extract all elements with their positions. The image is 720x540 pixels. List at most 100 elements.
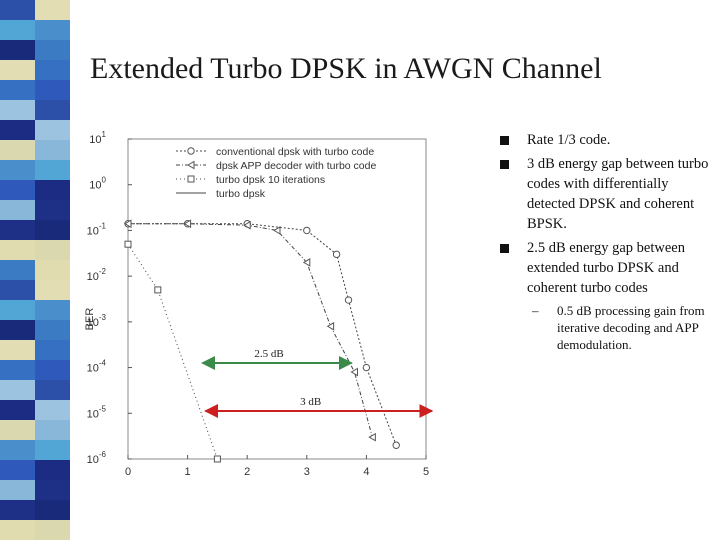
stripe-block (35, 520, 70, 540)
y-tick-label: 10-6 (87, 450, 107, 466)
bullet-item: 2.5 dB energy gap between extended turbo… (500, 238, 715, 298)
bullet-text: 2.5 dB energy gap between extended turbo… (527, 240, 685, 296)
x-tick-label: 0 (125, 466, 131, 478)
data-point (392, 441, 400, 449)
stripe-block (0, 0, 35, 20)
stripe-block (35, 40, 70, 60)
stripe-block (0, 20, 35, 40)
bullet-square-icon (500, 160, 509, 169)
stripe-block (35, 400, 70, 420)
data-point (154, 286, 162, 294)
stripe-block (0, 80, 35, 100)
bullet-text: 3 dB energy gap between turbo codes with… (527, 156, 709, 232)
data-point (187, 160, 195, 170)
bullet-square-icon (500, 244, 509, 253)
data-point (302, 258, 311, 267)
stripe-block (35, 80, 70, 100)
stripe-block (0, 500, 35, 520)
data-point (124, 240, 132, 248)
stripe-block (0, 240, 35, 260)
legend: conventional dpsk with turbo code dpsk AP… (176, 146, 376, 200)
stripe-block (35, 60, 70, 80)
data-point (332, 250, 341, 259)
bullet-text: Rate 1/3 code. (527, 132, 611, 148)
stripe-block (0, 420, 35, 440)
x-tick-label: 1 (185, 466, 191, 478)
stripe-block (35, 420, 70, 440)
stripe-block (0, 140, 35, 160)
data-point (243, 220, 251, 230)
stripe-block (0, 340, 35, 360)
y-axis-label: BER (84, 308, 96, 331)
stripe-block (0, 440, 35, 460)
series-dpsk-app-decoder-with-turbo-code (124, 219, 376, 442)
stripe-block (35, 340, 70, 360)
y-tick-label: 10-3 (87, 313, 107, 329)
stripe-block (0, 320, 35, 340)
data-point (187, 147, 195, 155)
data-point (187, 175, 195, 183)
stripe-block (0, 260, 35, 280)
stripe-block (35, 300, 70, 320)
stripe-block (35, 200, 70, 220)
stripe-block (0, 100, 35, 120)
data-point (368, 432, 376, 442)
stripe-block (0, 300, 35, 320)
gap-label: 2.5 dB (254, 348, 283, 360)
data-point (344, 296, 353, 304)
data-point (273, 226, 281, 235)
data-point (362, 363, 371, 372)
stripe-block (0, 520, 35, 540)
stripe-block (0, 200, 35, 220)
sub-bullet-text: 0.5 dB processing gain from iterative de… (557, 303, 705, 352)
y-tick-label: 101 (89, 130, 106, 146)
stripe-block (0, 380, 35, 400)
stripe-block (0, 60, 35, 80)
stripe-block (35, 240, 70, 260)
y-tick-label: 100 (89, 176, 106, 192)
stripe-block (35, 460, 70, 480)
stripe-block (35, 480, 70, 500)
stripe-block (35, 380, 70, 400)
sub-bullet-item: – 0.5 dB processing gain from iterative … (500, 302, 715, 353)
stripe-block (35, 140, 70, 160)
bullet-square-icon (500, 136, 509, 145)
stripe-block (0, 480, 35, 500)
data-point (213, 455, 221, 463)
stripe-block (35, 120, 70, 140)
stripe-block (0, 360, 35, 380)
stripe-block (35, 160, 70, 180)
stripe-block (35, 360, 70, 380)
stripe-block (35, 20, 70, 40)
slide-title: Extended Turbo DPSK in AWGN Channel (90, 52, 602, 85)
bullet-list: Rate 1/3 code. 3 dB energy gap between t… (500, 130, 715, 353)
decorative-stripe (0, 0, 70, 540)
data-point (350, 367, 358, 377)
legend-label: conventional dpsk with turbo code (216, 146, 374, 158)
ber-chart: 10110010-110-210-310-410-510-6012345Eb/N… (84, 130, 434, 478)
stripe-block (35, 260, 70, 280)
data-point (183, 219, 192, 229)
stripe-block (35, 440, 70, 460)
bullet-item: 3 dB energy gap between turbo codes with… (500, 154, 715, 234)
legend-label: dpsk APP decoder with turbo code (216, 160, 376, 172)
stripe-block (0, 280, 35, 300)
stripe-block (35, 180, 70, 200)
y-tick-label: 10-1 (87, 221, 107, 237)
stripe-block (0, 180, 35, 200)
stripe-block (35, 320, 70, 340)
stripe-block (0, 460, 35, 480)
x-tick-label: 5 (423, 466, 429, 478)
stripe-block (0, 40, 35, 60)
y-tick-label: 10-4 (87, 359, 107, 375)
data-point (124, 219, 132, 229)
data-point (303, 226, 311, 235)
x-tick-label: 3 (304, 466, 310, 478)
stripe-block (35, 500, 70, 520)
stripe-block (35, 220, 70, 240)
x-tick-label: 4 (363, 466, 369, 478)
stripe-block (35, 100, 70, 120)
y-tick-label: 10-5 (87, 404, 107, 420)
legend-label: turbo dpsk (216, 188, 266, 200)
series-line (128, 223, 373, 438)
